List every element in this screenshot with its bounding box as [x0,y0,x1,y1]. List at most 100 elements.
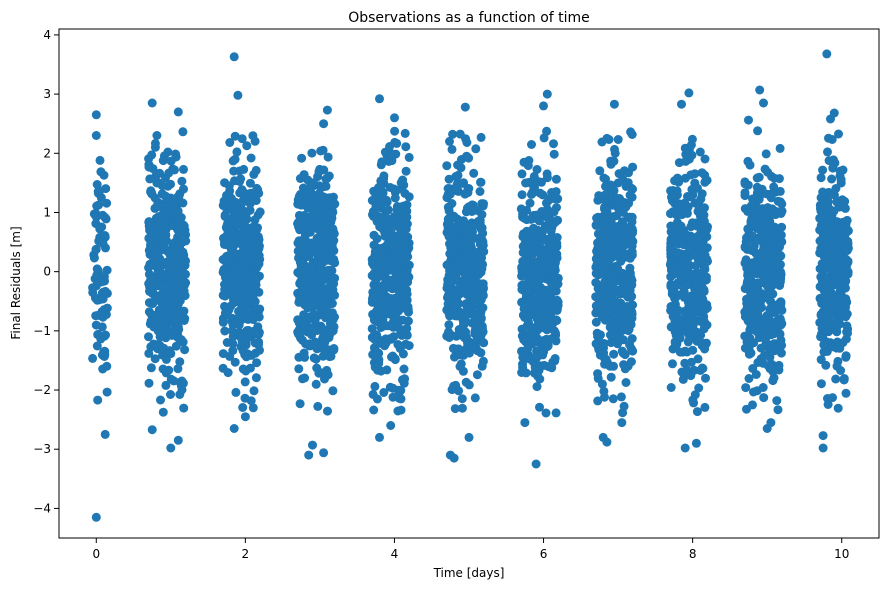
data-point [447,385,457,395]
data-point [524,274,534,284]
data-point [628,228,637,238]
data-point [170,165,179,175]
data-point [249,326,259,336]
data-point [157,189,167,199]
data-point [601,174,610,184]
data-point [445,311,455,321]
y-tick-label: −4 [33,501,51,515]
data-point [464,348,474,358]
data-point [835,306,845,316]
data-point [93,395,103,405]
data-point [251,196,261,205]
data-point [594,191,604,201]
data-point [816,204,825,214]
data-point [766,330,776,340]
data-point [401,298,411,308]
data-point [693,268,703,278]
data-point [621,202,631,212]
data-point [251,165,261,175]
data-point [601,181,610,191]
data-point [174,252,184,262]
data-point [609,349,619,359]
data-point [694,383,704,393]
data-point [766,193,776,203]
data-point [370,381,380,391]
data-point [311,354,321,364]
data-point [253,258,263,268]
data-point [623,237,633,247]
data-point [668,262,678,272]
data-point [448,129,458,139]
data-point [152,259,162,269]
data-point [757,303,766,313]
data-point [673,305,683,315]
data-point [475,187,485,196]
data-point [297,286,307,296]
data-point [181,269,190,279]
data-point [695,242,705,252]
data-point [328,386,338,396]
data-point [398,315,408,325]
data-point [327,308,337,318]
data-point [818,431,828,441]
data-point [322,105,332,115]
data-point [368,350,378,360]
data-point [672,186,682,196]
data-point [700,344,710,354]
data-point [379,388,389,397]
data-point [442,193,452,203]
data-point [521,178,531,188]
data-point [294,191,304,201]
data-point [162,271,172,281]
data-point [390,355,400,365]
data-point [614,169,624,179]
data-point [229,263,239,273]
data-point [761,149,771,159]
data-point [166,443,176,453]
data-point [325,352,335,362]
data-point [614,306,624,316]
data-point [829,266,839,276]
data-point [237,248,246,258]
data-point [598,306,608,315]
data-point [623,178,633,188]
data-point [92,341,102,351]
data-point [700,250,710,260]
data-point [255,207,265,217]
data-point [473,260,483,270]
data-point [594,332,604,342]
data-point [818,165,828,175]
data-point [311,242,321,252]
data-point [444,231,454,241]
data-point [752,173,762,183]
data-point [223,368,233,378]
data-point [322,302,331,312]
data-point [144,162,154,172]
data-point [620,364,630,374]
data-point [758,383,768,392]
data-point [615,233,625,243]
data-point [816,173,826,183]
data-point [162,294,172,304]
data-point [467,318,477,328]
data-point [321,174,331,184]
data-point [519,335,529,345]
data-point [746,201,756,211]
data-point [157,306,167,316]
data-point [390,113,399,123]
y-tick-label: −3 [33,442,51,456]
data-point [153,249,163,259]
data-point [472,247,482,257]
data-point [768,376,778,386]
data-point [591,220,601,230]
data-point [374,359,384,368]
data-point [401,215,411,225]
data-point [681,271,691,280]
data-point [235,238,245,248]
data-point [161,380,171,390]
data-point [402,206,412,216]
data-point [312,344,322,354]
data-point [772,396,782,406]
data-point [536,290,546,300]
data-point [306,264,316,274]
